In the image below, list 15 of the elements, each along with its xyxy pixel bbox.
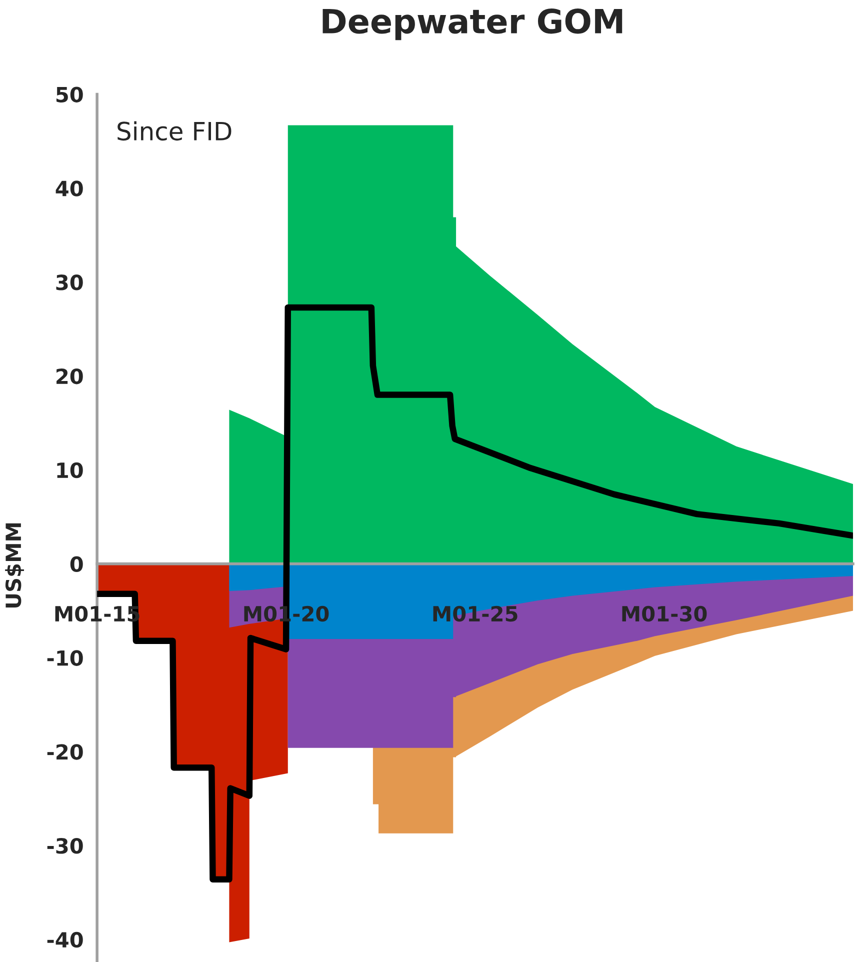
annotation: Since FID [118, 121, 232, 141]
y-axis-title: US$MM [5, 523, 24, 608]
y-tick-label: -30 [47, 838, 83, 854]
y-tick-label: -40 [47, 932, 83, 948]
x-tick-label: M01-30 [622, 606, 707, 622]
y-tick-label: -20 [47, 744, 83, 760]
y-tick-label: -10 [47, 650, 83, 666]
y-tick-label: 50 [56, 86, 83, 102]
y-tick-label: 20 [56, 368, 83, 384]
y-tick-label: 30 [56, 274, 83, 290]
chart-title: Deepwater GOM [322, 8, 622, 40]
y-tick-label: 0 [70, 556, 83, 572]
x-tick-label: M01-20 [244, 606, 329, 622]
y-tick-label: 10 [57, 462, 83, 478]
y-tick-label: 40 [56, 180, 83, 196]
